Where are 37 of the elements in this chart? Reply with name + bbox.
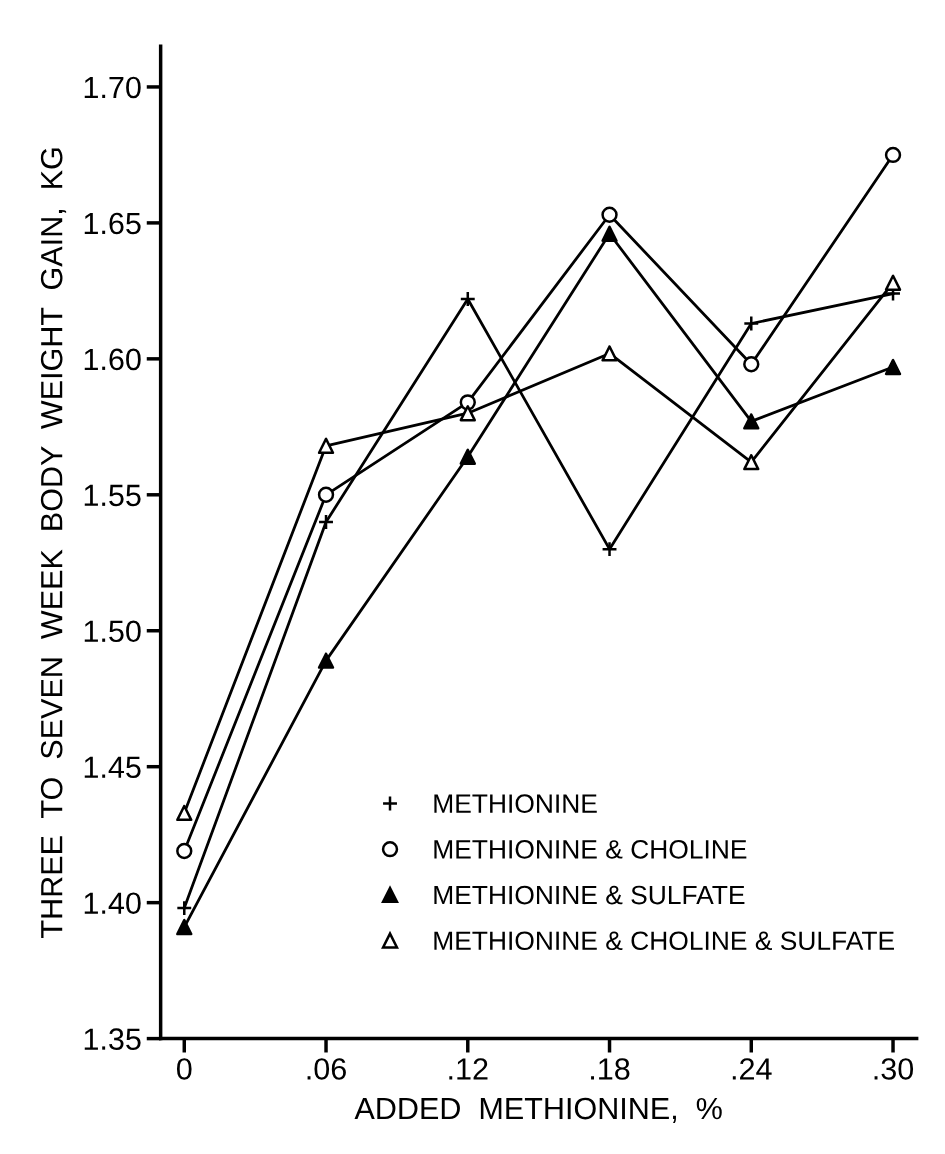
point — [317, 652, 335, 669]
y-axis-title: THREE TO SEVEN WEEK BODY WEIGHT GAIN, KG — [40, 148, 67, 938]
y-tick-label: 1.55 — [84, 484, 141, 507]
point — [601, 225, 618, 242]
point — [743, 453, 760, 471]
legend-label: METHIONINE & CHOLINE — [434, 839, 747, 859]
legend-label: METHIONINE — [434, 794, 597, 813]
x-tick-label: .06 — [307, 1058, 346, 1080]
point — [317, 437, 335, 455]
y-tick-label: 1.60 — [84, 348, 141, 371]
x-axis-title: ADDED METHIONINE, % — [354, 1097, 722, 1123]
x-tick-label: 0 — [176, 1058, 192, 1080]
legend-label: METHIONINE & SULFATE — [434, 885, 745, 905]
y-tick-label: 1.70 — [84, 76, 141, 99]
y-tick-label: 1.65 — [84, 212, 141, 235]
x-tick-label: .30 — [874, 1058, 914, 1080]
legend-label: METHIONINE & CHOLINE & SULFATE — [434, 931, 894, 951]
x-tick-label: .18 — [591, 1058, 630, 1080]
point — [176, 918, 193, 936]
point — [459, 448, 476, 465]
x-tick-label: .12 — [449, 1058, 488, 1080]
point — [601, 345, 618, 362]
y-tick-label: 1.50 — [84, 620, 141, 643]
point — [317, 513, 335, 531]
point — [743, 413, 760, 430]
point — [459, 290, 476, 308]
point — [743, 315, 760, 332]
point — [176, 899, 193, 917]
point — [884, 274, 902, 291]
y-tick-label: 1.45 — [84, 756, 141, 779]
point — [176, 804, 193, 822]
y-tick-label: 1.35 — [84, 1028, 141, 1050]
x-tick-label: .24 — [732, 1058, 772, 1080]
point — [459, 405, 476, 422]
y-tick-label: 1.40 — [84, 892, 141, 915]
point — [884, 358, 902, 376]
point — [601, 540, 618, 558]
